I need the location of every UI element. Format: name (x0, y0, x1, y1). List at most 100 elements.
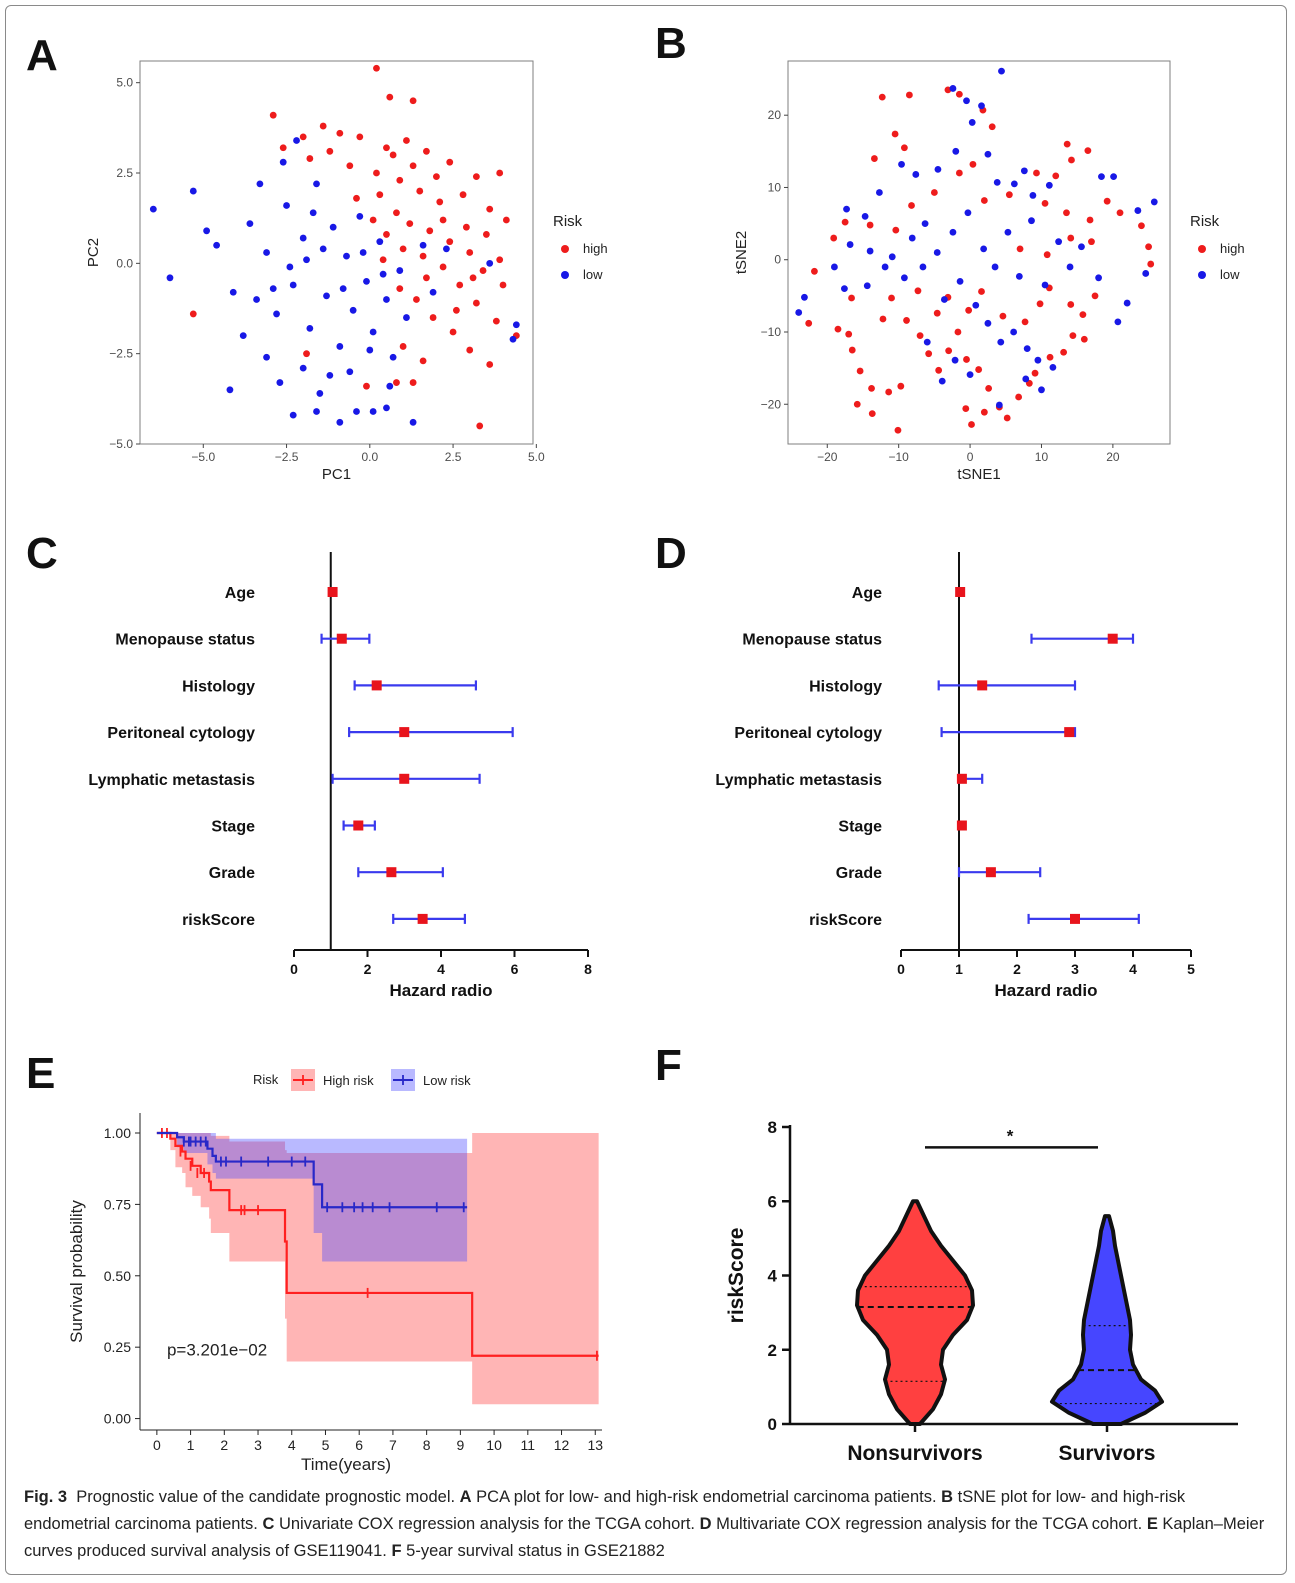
data-point-high (999, 312, 1007, 320)
data-point-high (1063, 209, 1070, 217)
y-tick-label: −5.0 (109, 437, 133, 451)
data-point-low (1029, 192, 1037, 199)
data-point-low (286, 263, 294, 271)
data-point-low (276, 379, 284, 386)
legend-swatch-low (561, 271, 569, 279)
data-point-low (898, 160, 905, 168)
data-point-high (466, 346, 474, 354)
plot-border (787, 60, 1171, 445)
data-point-low (313, 180, 320, 188)
row-label: Age (852, 585, 882, 602)
data-point-low (972, 301, 980, 309)
data-point-low (966, 371, 974, 379)
caption-text: 5-year survival status in GSE21882 (401, 1542, 665, 1560)
data-point-high (856, 367, 864, 375)
data-point-high (891, 130, 899, 138)
caption-panel-ref: E (1146, 1515, 1158, 1533)
row-label: Menopause status (742, 632, 882, 649)
y-tick-label: 4 (768, 1267, 778, 1286)
row-label: Lymphatic metastasis (715, 772, 882, 789)
data-point-low (963, 97, 970, 105)
caption-panel-ref: A (459, 1488, 472, 1506)
data-point-high (968, 421, 975, 428)
category-label: Survivors (1059, 1442, 1156, 1465)
data-point-low (795, 309, 803, 316)
data-point-low (949, 85, 957, 92)
data-point-low (1022, 375, 1030, 383)
legend-label-low: low (583, 267, 603, 282)
data-point-high (900, 144, 908, 152)
data-point-low (293, 137, 300, 144)
data-point-high (499, 281, 507, 289)
data-point-low (443, 245, 450, 253)
caption-text: Kaplan–Meier curves produced survival an… (24, 1515, 1265, 1560)
data-point-low (923, 338, 931, 346)
data-point-low (389, 353, 397, 361)
data-point-high (299, 133, 307, 141)
y-tick-label: 1.00 (104, 1125, 131, 1141)
data-point-low (396, 267, 404, 274)
y-axis-title: riskScore (725, 1228, 748, 1324)
legend-label-High risk: High risk (323, 1073, 374, 1088)
data-point-high (955, 90, 963, 98)
plot-border (139, 60, 534, 445)
data-point-high (326, 147, 334, 155)
data-point-low (861, 212, 869, 220)
data-point-low (263, 353, 270, 361)
data-point-high (363, 382, 370, 390)
data-point-high (830, 234, 838, 242)
data-point-high (1138, 222, 1145, 230)
data-point-high (914, 287, 922, 295)
y-tick-label: 2 (768, 1341, 777, 1360)
data-point-low (846, 241, 854, 248)
x-tick-label: 12 (554, 1437, 570, 1453)
data-point-low (1098, 173, 1105, 181)
data-point-high (406, 220, 414, 227)
y-tick-label: 0.00 (104, 1411, 131, 1427)
data-point-low (1015, 272, 1023, 280)
x-tick-label: 2 (1013, 961, 1021, 977)
data-point-high (848, 346, 856, 354)
data-point-high (429, 314, 437, 321)
data-point-low (881, 263, 889, 271)
data-point-low (309, 209, 317, 217)
data-point-low (1066, 263, 1074, 271)
hr-marker (336, 633, 347, 644)
data-point-low (866, 247, 874, 255)
data-point-high (383, 144, 390, 152)
data-point-high (868, 410, 876, 418)
data-point-low (246, 220, 254, 227)
data-point-high (908, 202, 915, 209)
data-point-low (279, 158, 287, 166)
data-point-high (269, 111, 277, 119)
data-point-low (952, 147, 960, 155)
data-point-low (921, 220, 929, 227)
data-point-high (456, 281, 464, 289)
data-point-high (1067, 234, 1075, 242)
data-point-high (985, 384, 993, 392)
data-point-low (1110, 173, 1117, 181)
data-point-high (879, 315, 887, 323)
row-label: Grade (836, 865, 882, 882)
data-point-low (998, 67, 1005, 75)
x-axis-title: tSNE1 (957, 466, 1000, 483)
data-point-low (933, 249, 941, 256)
data-point-high (389, 151, 397, 159)
data-point-high (1016, 245, 1024, 253)
legend-swatch-high (1198, 245, 1206, 253)
data-point-low (984, 150, 992, 158)
data-point-low (329, 223, 337, 231)
caption-body: Prognostic value of the candidate progno… (24, 1488, 1264, 1560)
legend-title: Risk (553, 213, 583, 230)
y-tick-label: 2.5 (116, 166, 133, 180)
x-tick-label: 2.5 (445, 450, 462, 464)
data-point-high (978, 288, 985, 295)
data-point-high (472, 173, 480, 181)
data-point-low (509, 335, 517, 343)
data-point-low (226, 386, 234, 394)
data-point-low (938, 377, 946, 385)
x-tick-label: 3 (1071, 961, 1079, 977)
data-point-high (845, 330, 853, 338)
y-tick-label: 0.25 (104, 1339, 131, 1355)
data-point-low (203, 227, 211, 235)
